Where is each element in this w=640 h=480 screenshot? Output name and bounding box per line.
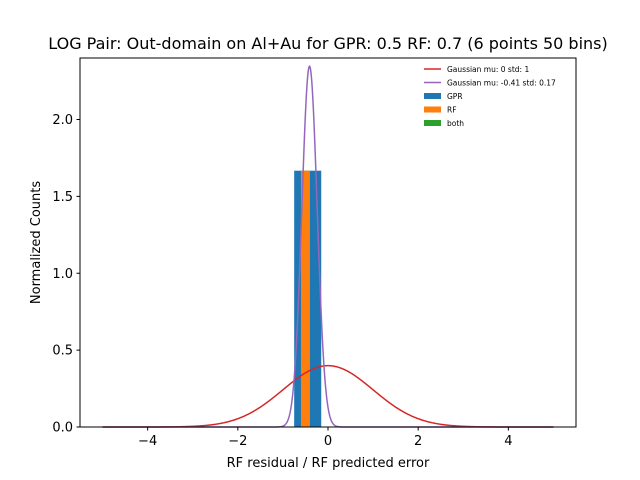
- y-axis-label: Normalized Counts: [29, 181, 44, 304]
- y-tick-label: 1.5: [52, 190, 73, 205]
- y-tick-label: 0.0: [52, 421, 73, 436]
- y-tick-label: 0.5: [52, 344, 73, 359]
- x-tick-label: −2: [228, 434, 247, 449]
- legend-patch-swatch: [424, 93, 441, 99]
- legend-label: Gaussian mu: -0.41 std: 0.17: [447, 78, 556, 87]
- x-tick-label: 0: [324, 434, 332, 449]
- x-tick-label: 4: [504, 434, 512, 449]
- y-tick-label: 1.0: [52, 267, 73, 282]
- chart-title: LOG Pair: Out-domain on Al+Au for GPR: 0…: [48, 34, 608, 53]
- y-tick-label: 2.0: [52, 113, 73, 128]
- legend-label: both: [447, 119, 464, 128]
- plot-frame: [79, 57, 577, 428]
- curve-series-1: [102, 65, 554, 428]
- x-axis-label: RF residual / RF predicted error: [227, 456, 430, 471]
- legend-label: GPR: [447, 92, 463, 101]
- legend-patch-swatch: [424, 120, 441, 126]
- bar-rf-0: [300, 170, 310, 428]
- x-tick-label: 2: [414, 434, 422, 449]
- legend-label: Gaussian mu: 0 std: 1: [447, 65, 529, 74]
- legend-label: RF: [447, 105, 457, 114]
- legend: Gaussian mu: 0 std: 1 Gaussian mu: -0.41 …: [424, 65, 556, 128]
- curve-series-0: [102, 364, 554, 428]
- y-ticks: 0.0 0.5 1.0 1.5 2.0: [52, 113, 80, 436]
- x-tick-label: −4: [138, 434, 157, 449]
- x-ticks: −4 −2 0 2 4: [138, 427, 513, 449]
- legend-patch-swatch: [424, 106, 441, 113]
- curves-layer: [102, 65, 554, 428]
